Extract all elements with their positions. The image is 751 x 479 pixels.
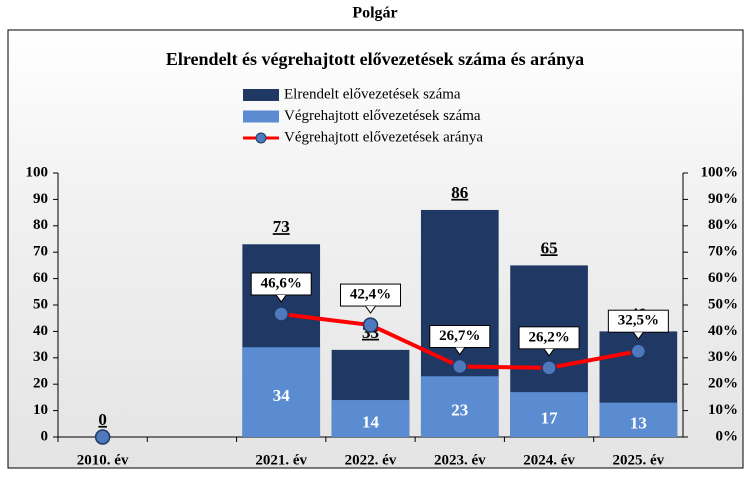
legend-marker [256, 133, 266, 143]
y-tick-label: 50 [33, 296, 48, 312]
legend-label: Végrehajtott elővezetések száma [284, 108, 481, 124]
y2-tick-label: 40% [708, 323, 738, 339]
bar-total-label: 86 [451, 183, 468, 202]
x-tick-label: 2010. év [77, 452, 129, 468]
bar-value-label: 13 [630, 414, 647, 433]
y2-tick-label: 70% [708, 244, 738, 260]
ratio-label: 42,4% [350, 287, 391, 303]
ratio-marker [453, 360, 467, 374]
y2-tick-label: 100% [701, 164, 739, 180]
legend-swatch [243, 111, 279, 123]
y2-tick-label: 10% [708, 402, 738, 418]
ratio-marker [364, 318, 378, 332]
y-tick-label: 60 [33, 270, 48, 286]
ratio-marker [96, 430, 110, 444]
ratio-marker [631, 344, 645, 358]
chart-title: Elrendelt és végrehajtott elővezetések s… [166, 49, 584, 69]
legend-label: Elrendelt elővezetések száma [284, 86, 461, 102]
ratio-label: 26,7% [439, 328, 480, 344]
y-tick-label: 10 [33, 402, 48, 418]
bar-value-label: 34 [273, 386, 291, 405]
ratio-label: 32,5% [618, 313, 659, 329]
y2-tick-label: 20% [708, 376, 738, 392]
ratio-marker [274, 307, 288, 321]
y-tick-label: 30 [33, 349, 48, 365]
y2-tick-label: 0% [716, 428, 739, 444]
supertitle: Polgár [352, 5, 397, 22]
bar-value-label: 23 [451, 401, 468, 420]
x-tick-label: 2024. év [523, 452, 575, 468]
ratio-label: 26,2% [528, 329, 569, 345]
y2-tick-label: 80% [708, 217, 738, 233]
legend-label: Végrehajtott elővezetések aránya [284, 129, 483, 145]
y-tick-label: 80 [33, 217, 48, 233]
y-tick-label: 40 [33, 323, 48, 339]
ratio-label: 46,6% [261, 275, 302, 291]
y-tick-label: 70 [33, 244, 48, 260]
y-tick-label: 20 [33, 376, 48, 392]
y-tick-label: 90 [33, 191, 48, 207]
ratio-marker [542, 361, 556, 375]
y-tick-label: 0 [41, 428, 49, 444]
chart: Polgár Elrendelt és végrehajtott előveze… [0, 0, 751, 474]
x-tick-label: 2023. év [434, 452, 486, 468]
bar-total-label: 0 [98, 410, 107, 429]
bar-value-label: 14 [362, 412, 380, 431]
bar-total-label: 73 [273, 217, 290, 236]
x-tick-label: 2021. év [255, 452, 307, 468]
x-tick-label: 2025. év [613, 452, 665, 468]
legend-swatch [243, 89, 279, 101]
y2-tick-label: 90% [708, 191, 738, 207]
y-tick-label: 100 [26, 164, 49, 180]
y2-tick-label: 30% [708, 349, 738, 365]
x-tick-label: 2022. év [345, 452, 397, 468]
bar-total-label: 65 [541, 238, 558, 257]
y2-tick-label: 50% [708, 296, 738, 312]
bar-value-label: 17 [541, 408, 559, 427]
y2-tick-label: 60% [708, 270, 738, 286]
